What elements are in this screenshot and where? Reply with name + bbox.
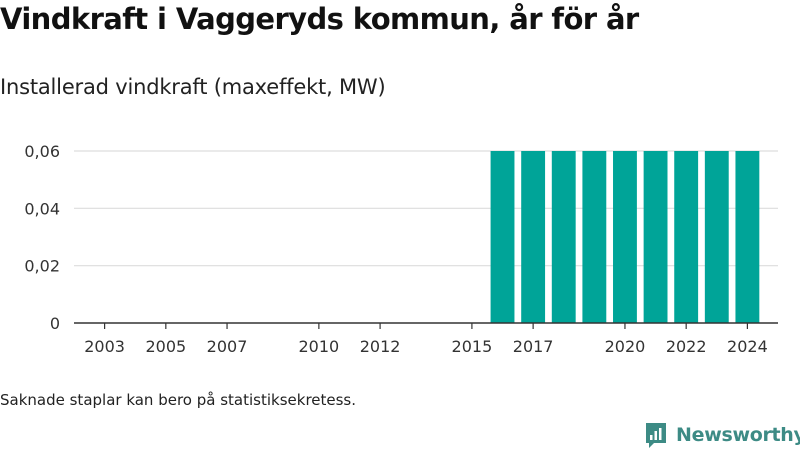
x-tick-label: 2024 bbox=[727, 337, 768, 356]
x-tick-label: 2015 bbox=[452, 337, 493, 356]
y-axis-labels: 0 0,02 0,04 0,06 bbox=[24, 142, 60, 333]
bar bbox=[643, 151, 668, 323]
x-tick-label: 2020 bbox=[605, 337, 646, 356]
gridlines bbox=[74, 150, 778, 267]
bars bbox=[490, 151, 760, 323]
footnote: Saknade staplar kan bero på statistiksek… bbox=[0, 391, 357, 409]
newsworthy-logo-icon bbox=[646, 423, 666, 448]
chart-title: Vindkraft i Vaggeryds kommun, år för år bbox=[0, 2, 639, 36]
x-tick-label: 2003 bbox=[84, 337, 125, 356]
bar bbox=[704, 151, 729, 323]
x-axis bbox=[74, 322, 778, 329]
x-tick-label: 2005 bbox=[145, 337, 186, 356]
bar bbox=[735, 151, 760, 323]
x-tick-label: 2010 bbox=[299, 337, 340, 356]
bar bbox=[582, 151, 607, 323]
bar bbox=[521, 151, 546, 323]
brand-logo[interactable]: Newsworthy bbox=[644, 420, 800, 450]
x-axis-labels: 2003 2005 2007 2010 2012 2015 2017 2020 2022 2024 bbox=[84, 337, 768, 356]
y-tick-label: 0,02 bbox=[24, 257, 60, 276]
bar-chart: 00,020,040,06 2003 2005 2007 2010 2012 2015 20… bbox=[24, 142, 778, 356]
bar bbox=[613, 151, 637, 323]
x-tick-label: 2017 bbox=[513, 337, 554, 356]
bar bbox=[551, 151, 576, 323]
x-tick-label: 2022 bbox=[666, 337, 707, 356]
x-tick-label: 2007 bbox=[207, 337, 248, 356]
brand-name: Newsworthy bbox=[676, 424, 800, 446]
bar bbox=[490, 151, 515, 323]
bar bbox=[674, 151, 699, 323]
x-tick-label: 2012 bbox=[360, 337, 401, 356]
y-tick-label: 0,06 bbox=[24, 142, 60, 161]
y-tick-label: 0,04 bbox=[24, 199, 60, 218]
chart-subtitle: Installerad vindkraft (maxeffekt, MW) bbox=[0, 75, 386, 99]
y-tick-label: 0 bbox=[50, 314, 60, 333]
